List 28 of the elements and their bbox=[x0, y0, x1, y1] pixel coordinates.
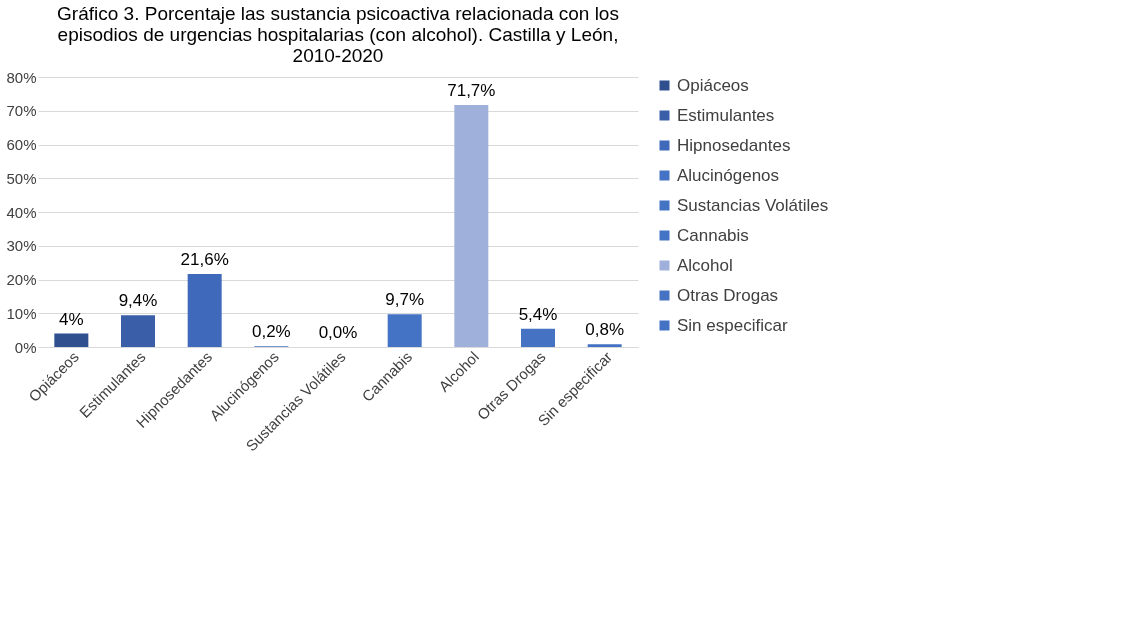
legend-label: Hipnosedantes bbox=[677, 135, 791, 155]
y-tick-label: 20% bbox=[6, 271, 37, 288]
chart-title: Gráfico 3. Porcentaje las sustancia psicoactiva relacionada con los episodios de urgencias hospitalarias (con alcohol). Castilla y León, 2010-2020 bbox=[57, 3, 619, 66]
data-label: 0,0% bbox=[318, 323, 358, 342]
data-label: 9,7% bbox=[385, 290, 425, 310]
y-tick-label: 0% bbox=[14, 338, 37, 356]
data-label: 5,4% bbox=[518, 304, 558, 324]
y-tick-label: 70% bbox=[6, 102, 37, 120]
y-tick-label: 40% bbox=[6, 203, 37, 221]
y-tick-label: 30% bbox=[6, 237, 37, 255]
data-label: 0,8% bbox=[585, 320, 625, 340]
data-label: 21,6% bbox=[180, 250, 229, 270]
legend-label: Otras Drogas bbox=[677, 285, 779, 305]
data-label: 4% bbox=[59, 309, 84, 329]
legend-label: Sustancias Volátiles bbox=[677, 195, 829, 215]
legend-label: Estimulantes bbox=[677, 105, 775, 125]
legend-label: Cannabis bbox=[677, 225, 749, 245]
y-tick-label: 10% bbox=[6, 304, 37, 322]
y-tick-label: 60% bbox=[6, 136, 37, 153]
y-tick-label: 50% bbox=[6, 169, 37, 187]
legend-label: Opiáceos bbox=[677, 75, 749, 95]
legend-label: Alucinógenos bbox=[677, 165, 780, 185]
y-tick-label: 80% bbox=[6, 68, 37, 86]
data-label: 0,2% bbox=[251, 322, 291, 342]
legend-label: Sin especificar bbox=[677, 315, 788, 335]
data-label: 71,7% bbox=[447, 81, 496, 101]
data-label: 9,4% bbox=[118, 291, 158, 311]
legend-label: Alcohol bbox=[677, 255, 733, 275]
